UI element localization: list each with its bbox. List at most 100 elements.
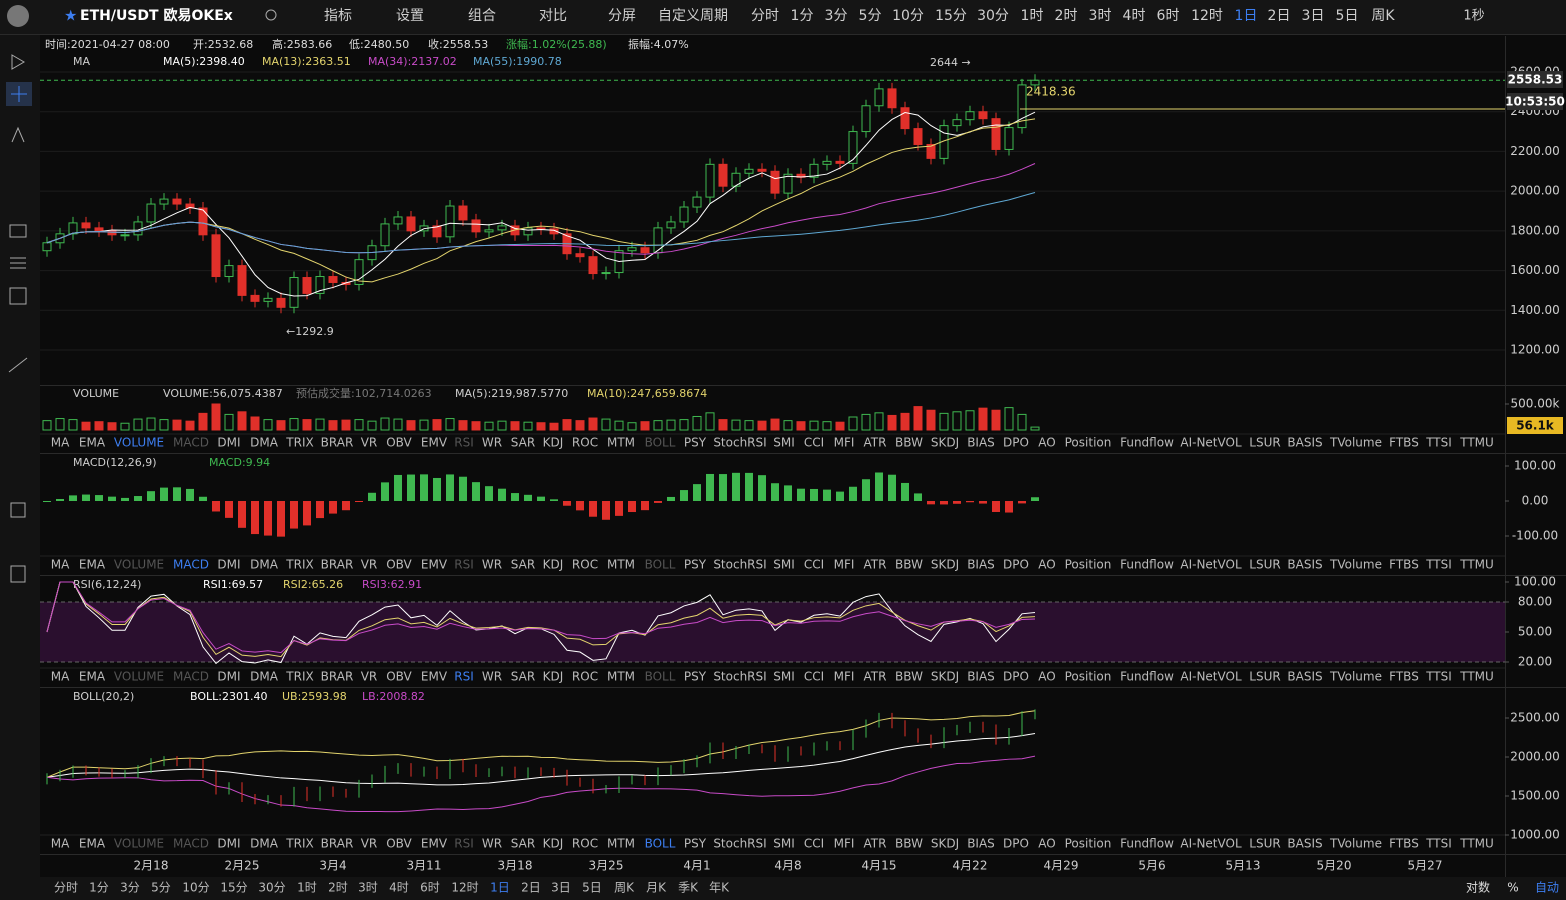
- indicator-tab[interactable]: RSI: [454, 837, 474, 851]
- indicator-tab[interactable]: SMI: [773, 558, 795, 572]
- indicator-tab[interactable]: VR: [361, 558, 378, 572]
- scale-toggle[interactable]: 对数: [1466, 880, 1490, 895]
- indicator-tab[interactable]: MTM: [607, 436, 635, 450]
- indicator-tab[interactable]: BIAS: [967, 837, 995, 851]
- indicator-tab[interactable]: SAR: [511, 670, 535, 684]
- indicator-tab[interactable]: BASIS: [1287, 558, 1322, 572]
- indicator-tab[interactable]: AO: [1038, 670, 1055, 684]
- bottom-period[interactable]: 15分: [220, 881, 247, 895]
- indicator-tab[interactable]: BBW: [895, 837, 923, 851]
- indicator-tab[interactable]: DMA: [250, 670, 279, 684]
- indicator-tab[interactable]: StochRSI: [713, 558, 766, 572]
- bottom-period[interactable]: 3时: [358, 881, 378, 895]
- period-button[interactable]: 1日: [1235, 8, 1258, 24]
- indicator-tab[interactable]: OBV: [386, 837, 412, 851]
- indicator-tab[interactable]: MFI: [834, 837, 855, 851]
- indicator-tab[interactable]: StochRSI: [713, 837, 766, 851]
- indicator-tab[interactable]: MTM: [607, 558, 635, 572]
- indicator-tab[interactable]: BOLL: [645, 436, 676, 450]
- indicator-tab[interactable]: BASIS: [1287, 837, 1322, 851]
- indicator-tab[interactable]: DMA: [250, 558, 279, 572]
- indicator-tab[interactable]: DPO: [1003, 837, 1029, 851]
- indicator-tab[interactable]: PSY: [684, 670, 707, 684]
- toolbar-button[interactable]: 指标: [324, 8, 352, 24]
- indicator-tab[interactable]: DMA: [250, 837, 279, 851]
- indicator-tab[interactable]: AI-NetVOL: [1180, 436, 1242, 450]
- trash-tool[interactable]: [10, 565, 26, 583]
- period-button[interactable]: 2日: [1268, 8, 1291, 24]
- bottom-period[interactable]: 分时: [54, 881, 78, 895]
- indicator-tab[interactable]: WR: [482, 436, 502, 450]
- period-button[interactable]: 5日: [1336, 8, 1359, 24]
- indicator-tab[interactable]: MTM: [607, 837, 635, 851]
- bottom-period[interactable]: 3日: [551, 881, 571, 895]
- indicator-tab[interactable]: FTBS: [1389, 837, 1419, 851]
- bottom-period[interactable]: 5日: [582, 881, 602, 895]
- indicator-tab[interactable]: KDJ: [543, 436, 564, 450]
- indicator-tab[interactable]: KDJ: [543, 837, 564, 851]
- bottom-period[interactable]: 季K: [678, 881, 699, 895]
- indicator-tab[interactable]: SKDJ: [931, 837, 959, 851]
- indicator-tab[interactable]: Position: [1065, 436, 1112, 450]
- indicator-tab[interactable]: EMV: [421, 837, 448, 851]
- text-tool[interactable]: [11, 126, 25, 143]
- bottom-period[interactable]: 1分: [89, 881, 109, 895]
- indicator-tab[interactable]: TVolume: [1329, 670, 1382, 684]
- indicator-tab[interactable]: ROC: [572, 558, 598, 572]
- indicator-tab[interactable]: MACD: [173, 837, 209, 851]
- indicator-tab[interactable]: RSI: [454, 670, 474, 684]
- indicator-tab[interactable]: BBW: [895, 436, 923, 450]
- indicator-tab[interactable]: MFI: [834, 558, 855, 572]
- indicator-tab[interactable]: ATR: [864, 837, 887, 851]
- toolbar-button[interactable]: 组合: [468, 8, 496, 24]
- bottom-period[interactable]: 12时: [451, 881, 478, 895]
- indicator-tab[interactable]: TRIX: [285, 837, 313, 851]
- indicator-tab[interactable]: ATR: [864, 670, 887, 684]
- refresh-rate[interactable]: 1秒: [1463, 9, 1484, 24]
- bottom-period[interactable]: 月K: [646, 881, 667, 895]
- indicator-tab[interactable]: BRAR: [321, 436, 354, 450]
- indicator-tab[interactable]: TRIX: [285, 670, 313, 684]
- indicator-tab[interactable]: RSI: [454, 558, 474, 572]
- indicator-tab[interactable]: ROC: [572, 436, 598, 450]
- indicator-tab[interactable]: LSUR: [1249, 436, 1280, 450]
- indicator-tab[interactable]: LSUR: [1249, 670, 1280, 684]
- indicator-tab[interactable]: SAR: [511, 436, 535, 450]
- layers-tool[interactable]: [10, 502, 26, 518]
- indicator-tab[interactable]: MACD: [173, 670, 209, 684]
- indicator-tab[interactable]: AO: [1038, 436, 1055, 450]
- period-button[interactable]: 12时: [1191, 8, 1223, 24]
- indicator-tab[interactable]: SMI: [773, 670, 795, 684]
- grid-tool[interactable]: [9, 287, 27, 305]
- bottom-period[interactable]: 30分: [258, 881, 285, 895]
- indicator-tab[interactable]: OBV: [386, 558, 412, 572]
- period-button[interactable]: 15分: [935, 8, 967, 24]
- indicator-tab[interactable]: DMI: [217, 837, 240, 851]
- indicator-tab[interactable]: DMI: [217, 558, 240, 572]
- period-button[interactable]: 3时: [1089, 8, 1112, 24]
- indicator-tab[interactable]: CCI: [804, 558, 824, 572]
- indicator-tab[interactable]: VOLUME: [114, 670, 164, 684]
- indicator-tab[interactable]: FTBS: [1389, 670, 1419, 684]
- indicator-tab[interactable]: TVolume: [1329, 837, 1382, 851]
- indicator-tab[interactable]: MTM: [607, 670, 635, 684]
- indicator-tab[interactable]: VR: [361, 837, 378, 851]
- indicator-tab[interactable]: WR: [482, 558, 502, 572]
- bottom-period[interactable]: 1日: [490, 881, 510, 895]
- indicator-tab[interactable]: EMA: [79, 436, 106, 450]
- indicator-tab[interactable]: TTSI: [1425, 837, 1452, 851]
- indicator-tab[interactable]: ATR: [864, 558, 887, 572]
- period-button[interactable]: 分时: [751, 8, 779, 24]
- symbol[interactable]: ETH/USDT 欧易OKEx: [80, 7, 233, 24]
- indicator-tab[interactable]: KDJ: [543, 670, 564, 684]
- scale-toggle[interactable]: 自动: [1535, 881, 1559, 895]
- indicator-tab[interactable]: TTSI: [1425, 436, 1452, 450]
- indicator-tab[interactable]: Position: [1065, 837, 1112, 851]
- indicator-tab[interactable]: MACD: [173, 558, 209, 572]
- indicator-tab[interactable]: KDJ: [543, 558, 564, 572]
- bottom-period[interactable]: 3分: [120, 881, 140, 895]
- bottom-period[interactable]: 5分: [151, 881, 171, 895]
- indicator-tab[interactable]: BRAR: [321, 837, 354, 851]
- indicator-tab[interactable]: AI-NetVOL: [1180, 558, 1242, 572]
- indicator-tab[interactable]: MFI: [834, 670, 855, 684]
